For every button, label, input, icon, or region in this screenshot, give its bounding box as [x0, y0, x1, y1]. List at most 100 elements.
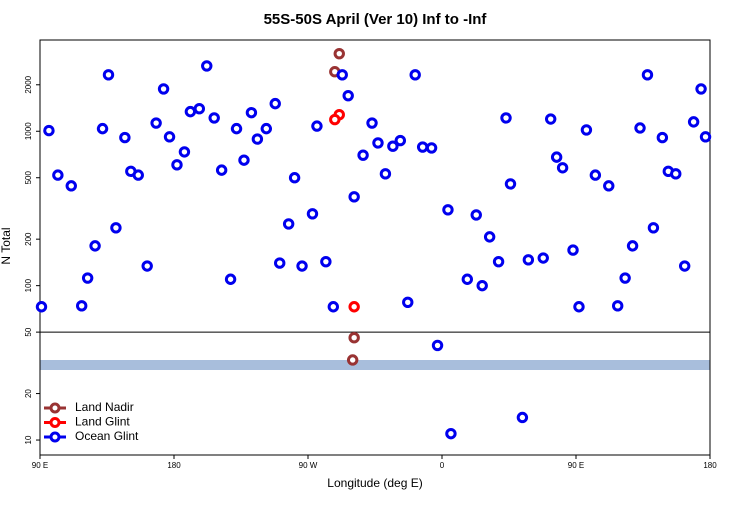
point [516, 411, 529, 424]
point [500, 112, 512, 124]
legend-label: Land Nadir [75, 400, 134, 414]
point [372, 137, 384, 149]
point [656, 131, 669, 144]
point [492, 255, 505, 268]
point [348, 191, 360, 203]
point [327, 301, 340, 313]
legend-marker [49, 431, 61, 443]
point [296, 260, 308, 272]
point [470, 209, 482, 221]
y-tick-label: 500 [24, 171, 33, 185]
point [282, 218, 295, 230]
point [537, 252, 549, 264]
point [96, 122, 109, 135]
y-tick-label: 1000 [24, 122, 33, 140]
point [425, 142, 438, 154]
point [35, 301, 48, 313]
point [379, 168, 392, 180]
point [522, 254, 535, 266]
point [274, 257, 286, 269]
point [288, 172, 301, 184]
point [43, 124, 55, 137]
point [336, 69, 348, 81]
y-tick-label: 20 [24, 389, 33, 398]
point [476, 279, 488, 292]
point [346, 354, 359, 366]
point [201, 60, 213, 72]
point [89, 240, 101, 252]
point [483, 231, 496, 243]
point [556, 162, 569, 174]
point [348, 301, 360, 313]
plot-frame [39, 39, 711, 456]
point [224, 273, 237, 285]
point [626, 240, 639, 252]
point [320, 255, 332, 268]
point [589, 169, 602, 181]
point [580, 124, 593, 136]
point [311, 120, 323, 132]
x-tick-label: 180 [167, 461, 181, 470]
point [678, 260, 691, 272]
legend-label: Ocean Glint [75, 429, 139, 443]
point [567, 244, 579, 256]
point [504, 178, 517, 190]
point [102, 69, 115, 81]
point [81, 272, 94, 284]
x-tick-label: 0 [440, 461, 445, 470]
chart-title: 55S-50S April (Ver 10) Inf to -Inf [264, 11, 488, 28]
x-axis-label: Longitude (deg E) [327, 476, 422, 490]
point [461, 273, 474, 285]
point [357, 149, 369, 161]
point [416, 141, 429, 153]
point [230, 122, 243, 135]
legend-marker [49, 402, 61, 414]
point [402, 296, 414, 309]
y-axis-label: N Total [0, 227, 13, 264]
point [141, 260, 153, 272]
point [366, 117, 378, 129]
y-tick-label: 100 [24, 278, 33, 292]
point [431, 339, 444, 352]
point [670, 168, 682, 180]
point [269, 97, 281, 110]
legend-marker [49, 417, 61, 428]
point [238, 154, 250, 166]
point [387, 140, 399, 152]
point [65, 180, 77, 192]
y-tick-label: 10 [24, 435, 33, 444]
x-tick-label: 90 W [299, 461, 318, 470]
point [611, 300, 624, 312]
point [544, 113, 557, 125]
point [178, 146, 191, 158]
point [150, 117, 162, 129]
point [409, 69, 421, 81]
point [306, 208, 319, 220]
point [603, 180, 615, 192]
x-tick-label: 90 E [568, 461, 584, 470]
point [245, 106, 258, 119]
point [193, 102, 206, 115]
point [634, 122, 646, 134]
point [260, 122, 273, 135]
y-tick-label: 200 [24, 232, 33, 246]
point [394, 134, 407, 147]
point [184, 105, 197, 118]
point [157, 83, 170, 95]
point [163, 131, 176, 143]
point [110, 222, 122, 234]
point [442, 204, 454, 216]
point [329, 113, 341, 126]
x-tick-label: 90 E [32, 461, 48, 470]
y-tick-label: 50 [24, 327, 33, 336]
point [132, 169, 144, 181]
point [208, 112, 220, 124]
point [75, 300, 88, 312]
legend-label: Land Glint [75, 415, 130, 429]
band [40, 360, 710, 370]
point [573, 301, 585, 313]
point [445, 427, 457, 440]
point [348, 332, 360, 344]
